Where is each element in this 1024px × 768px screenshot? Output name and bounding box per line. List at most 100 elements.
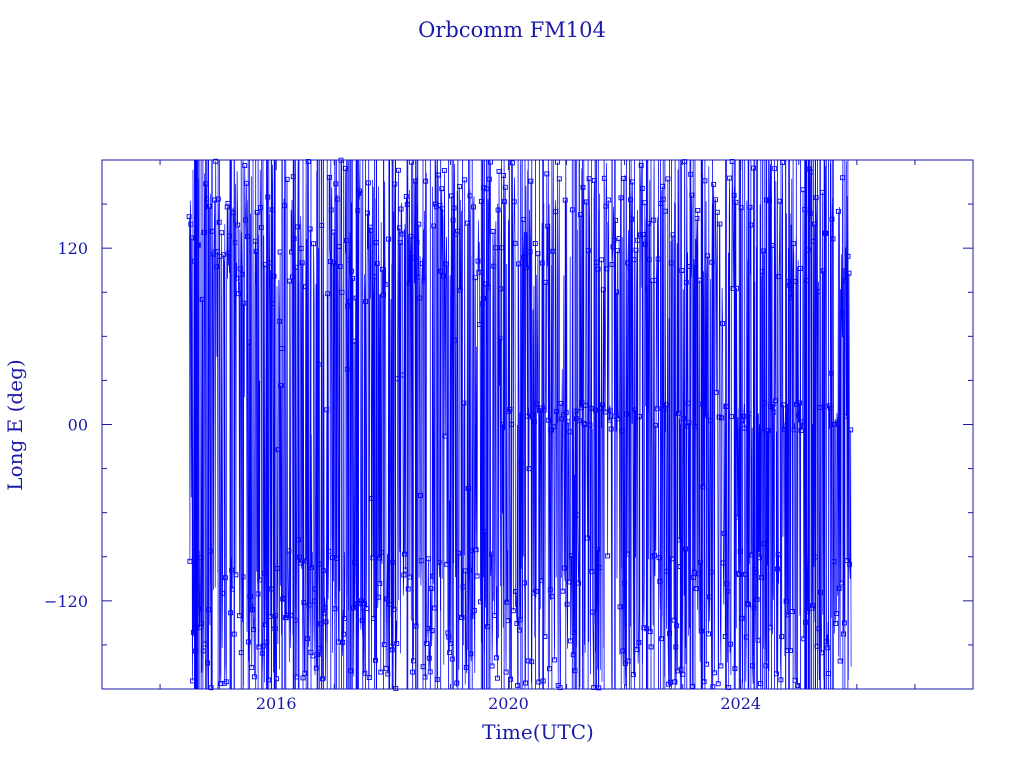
data-point [398,206,404,212]
data-point [688,171,694,177]
data-point [565,419,571,425]
data-point [607,408,613,414]
data-point [485,624,491,630]
data-point [616,236,622,241]
data-point [297,560,303,566]
data-point [749,552,755,558]
data-point [409,159,415,165]
plot-area [101,157,974,691]
data-point [373,240,379,245]
data-point [820,268,826,274]
data-point [333,181,339,187]
data-point [821,403,827,409]
data-point [479,301,485,307]
data-point [476,269,482,275]
data-point [250,607,256,613]
data-point [498,286,504,292]
data-point [812,554,818,560]
data-point [620,648,626,654]
data-point [842,278,848,283]
data-point [207,548,213,554]
data-point [810,603,816,609]
data-point [321,610,327,616]
data-point [690,574,696,580]
data-point [715,681,721,687]
data-point [585,248,591,254]
data-point [439,186,445,192]
data-point [656,555,662,561]
data-point [429,628,435,634]
data-point [274,565,280,571]
data-point [204,196,210,202]
data-point [592,407,598,413]
data-point [315,362,321,367]
data-point [369,495,375,501]
data-point [710,684,716,690]
data-point [641,625,647,631]
data-point [737,549,743,554]
data-point [619,428,625,434]
data-point [459,615,465,621]
data-point [776,274,782,280]
data-point [523,264,529,270]
data-point [289,274,295,280]
data-point [239,271,245,277]
data-point [680,671,686,677]
x-axis-label: Time(UTC) [482,720,594,744]
data-point [698,628,704,634]
data-point [291,236,297,242]
data-point [752,566,758,572]
data-point [785,612,791,618]
data-point [427,669,433,675]
x-tick-label: 2020 [488,694,529,713]
data-point [706,631,711,637]
data-point [236,291,241,297]
data-point [755,637,761,643]
x-tick-label: 2016 [256,694,297,713]
data-point [389,647,395,653]
data-point [264,639,270,645]
data-point [361,601,367,607]
data-point [811,221,817,227]
data-point [648,644,654,650]
data-point [229,567,235,573]
data-point [562,197,568,203]
data-point [243,217,248,223]
data-point [514,620,520,626]
data-point [797,400,802,406]
data-point [367,224,373,230]
data-point [797,265,803,271]
data-point [262,262,268,268]
data-point [645,220,651,226]
data-point [660,196,666,202]
data-point [529,659,535,665]
data-point [408,233,414,239]
data-point [808,169,814,175]
data-point [234,275,240,281]
data-point [642,200,648,206]
data-point [411,255,417,261]
data-point [627,265,633,271]
data-point [614,289,619,295]
data-point [446,634,452,640]
data-point [801,636,807,642]
data-point [251,627,256,633]
data-point [493,245,499,251]
data-point [261,570,267,576]
data-point [415,274,421,280]
data-point [249,664,255,670]
data-point [463,664,469,670]
data-point [290,174,296,180]
data-point [588,405,594,411]
data-point [222,575,228,581]
data-point [523,680,528,686]
data-point [644,626,650,632]
data-point [701,679,707,685]
data-point [318,621,324,627]
data-point [461,400,467,406]
data-point [208,685,214,691]
data-point [438,268,444,274]
series-line [188,160,852,689]
data-point [311,241,317,247]
data-point [683,546,688,552]
